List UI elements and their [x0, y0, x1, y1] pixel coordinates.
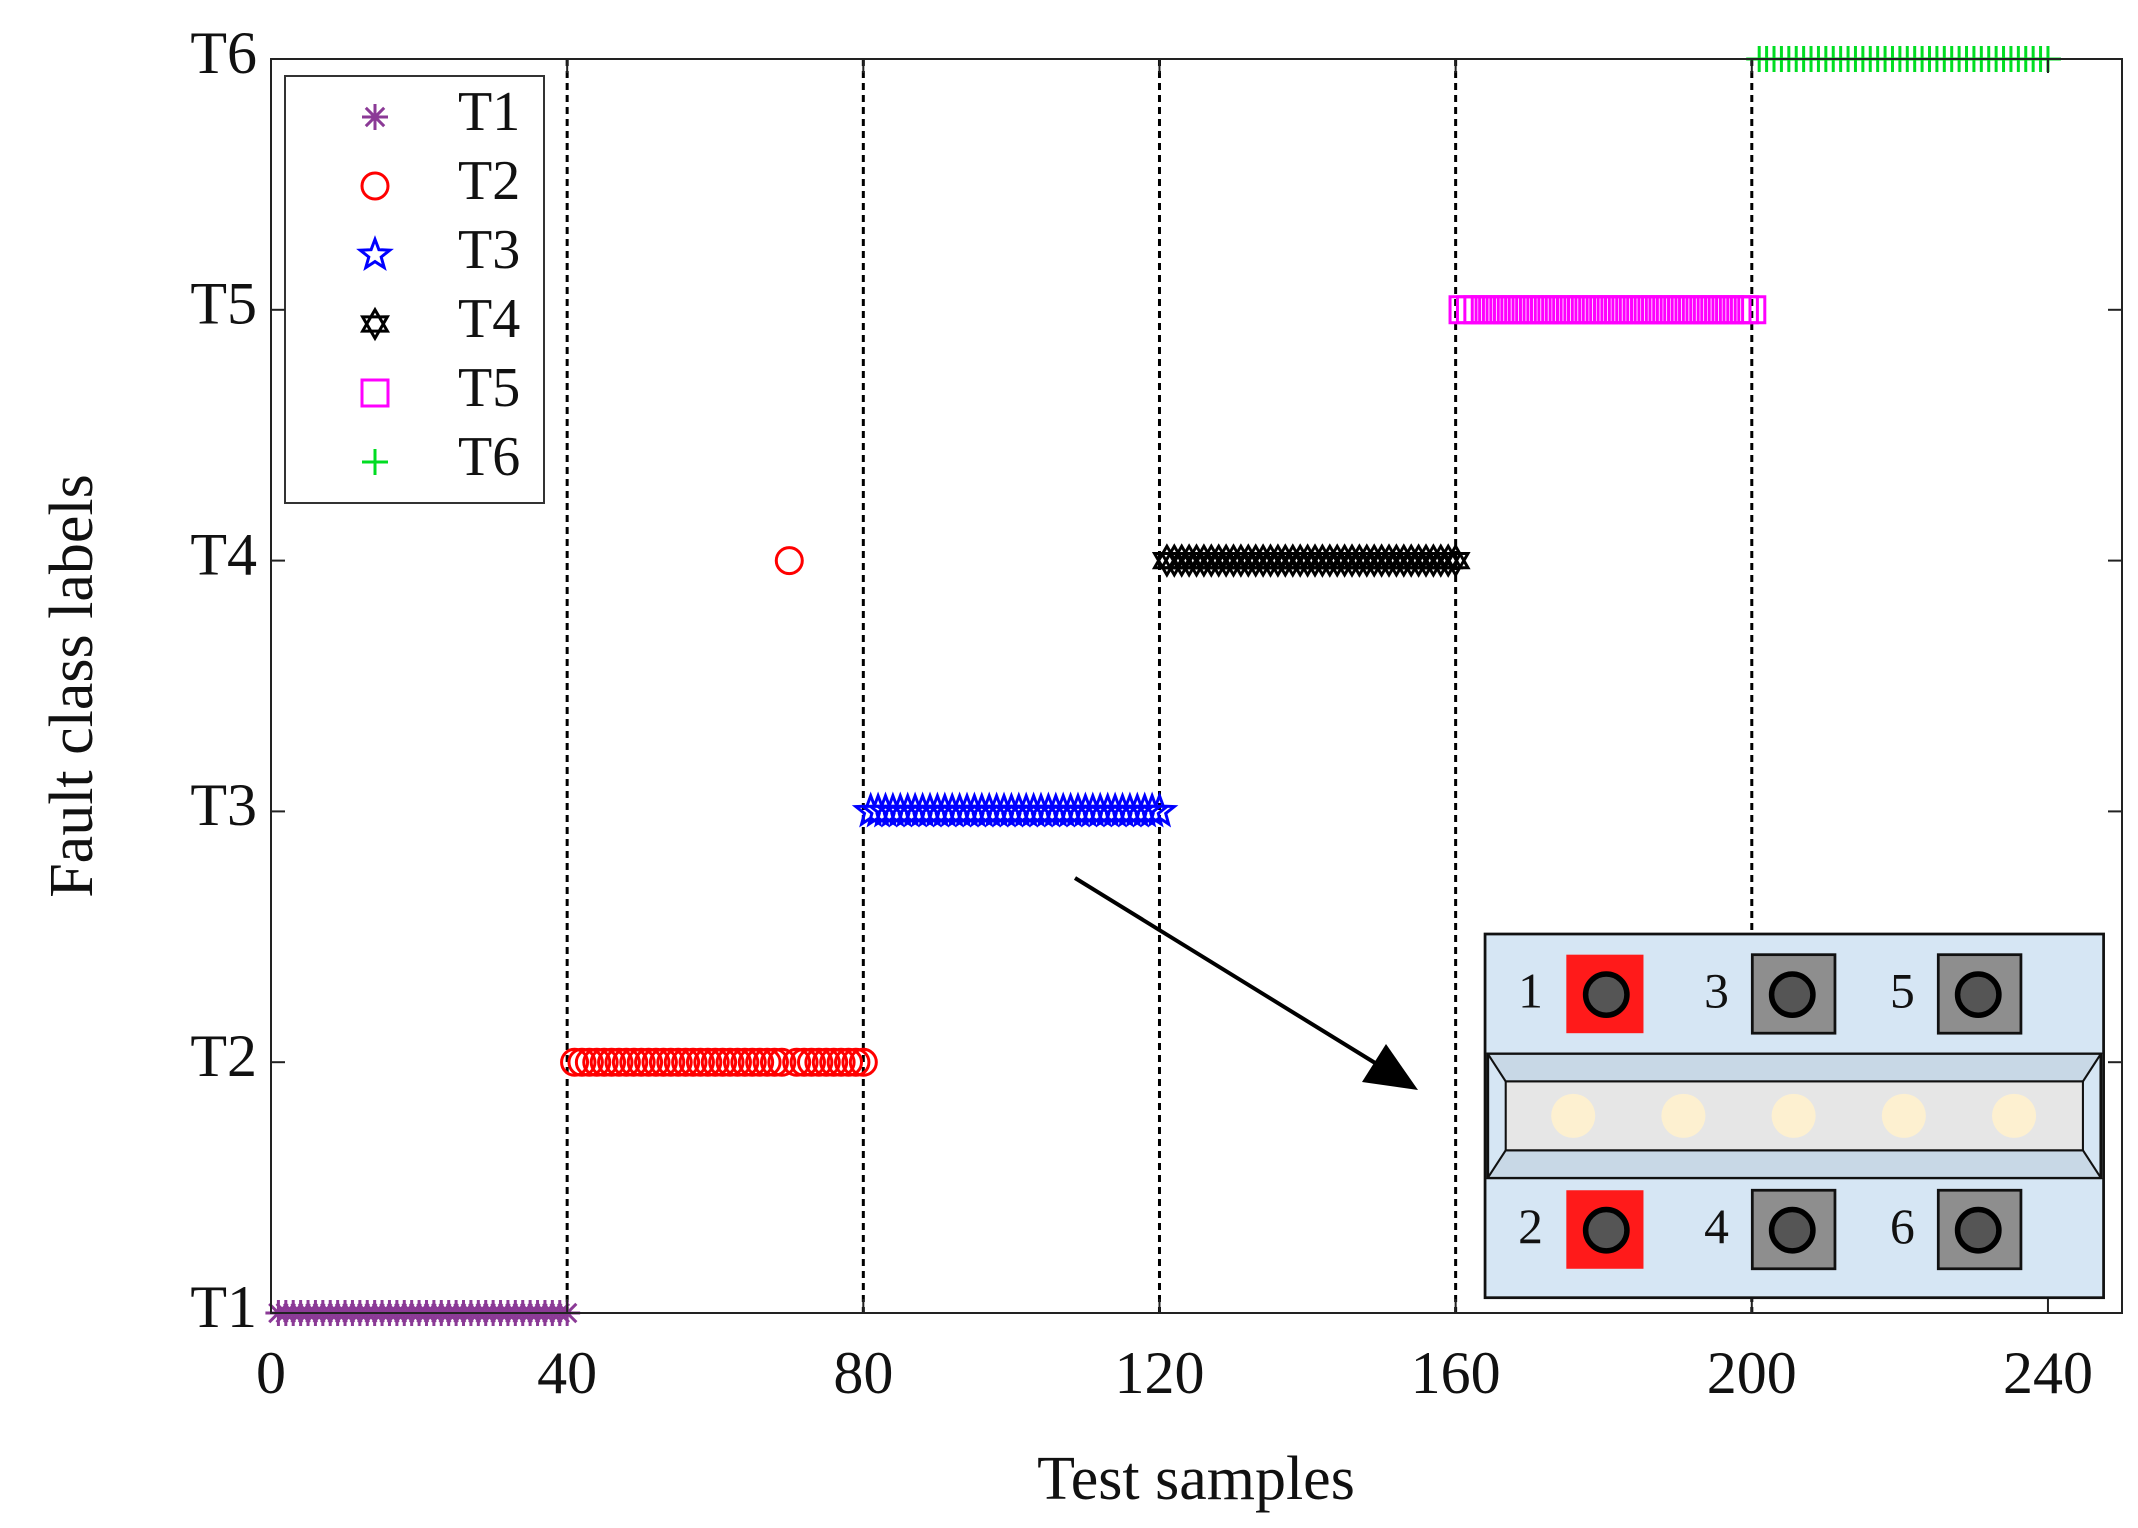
- point: [678, 1047, 708, 1077]
- legend: T1 T2 T3 T4 T5 T6: [284, 75, 545, 504]
- inset-bolt: [1768, 1206, 1816, 1254]
- point: [819, 1047, 849, 1077]
- legend-box: [284, 75, 545, 504]
- x-tick-label: 200: [1707, 1340, 1797, 1406]
- arrow-shaft: [1073, 876, 1382, 1068]
- point: [634, 1047, 664, 1077]
- point: [722, 1047, 752, 1077]
- point: [745, 1047, 775, 1077]
- inset-bolt: [1582, 1206, 1630, 1254]
- inset-bevel: [1485, 1149, 2103, 1179]
- point: [782, 1047, 812, 1077]
- legend-marker: [362, 104, 388, 130]
- inset-label: 4: [1704, 1199, 1729, 1254]
- point: [774, 546, 804, 576]
- point: [789, 1047, 819, 1077]
- point: [574, 1047, 604, 1077]
- inset-label: 3: [1704, 963, 1729, 1018]
- point: [626, 1047, 656, 1077]
- inset-dot: [1881, 1093, 1926, 1138]
- inset-label: 5: [1890, 963, 1915, 1018]
- inset-dot: [1771, 1093, 1816, 1138]
- point: [611, 1047, 641, 1077]
- point: [567, 1047, 597, 1077]
- point: [560, 1047, 590, 1077]
- inset-dots: [1551, 1093, 2037, 1138]
- point: [589, 1047, 619, 1077]
- point: [648, 1047, 678, 1077]
- y-tick-label: T4: [190, 521, 257, 587]
- x-tick-label: 240: [2003, 1340, 2093, 1406]
- point: [811, 1047, 841, 1077]
- point: [804, 1047, 834, 1077]
- legend-label: T5: [458, 357, 520, 419]
- inset-bolt: [1768, 971, 1816, 1019]
- plot-frame: [270, 58, 2123, 1314]
- point: [604, 1047, 634, 1077]
- inset-diagram: 1 3 5 2 4 6: [1483, 932, 2105, 1300]
- point: [685, 1047, 715, 1077]
- point: [759, 1047, 789, 1077]
- legend-marker: [360, 378, 390, 408]
- point: [848, 1047, 878, 1077]
- point: [1737, 295, 1767, 325]
- y-tick-label: T6: [190, 20, 257, 86]
- arrow: [1073, 876, 1418, 1090]
- point: [619, 1047, 649, 1077]
- point: [641, 1047, 671, 1077]
- inset-label: 6: [1890, 1199, 1915, 1254]
- y-axis-label: Fault class labels: [38, 474, 106, 898]
- point: [767, 1047, 797, 1077]
- y-tick-label: T3: [190, 772, 257, 838]
- legend-marker: [360, 171, 390, 201]
- legend-label: T2: [458, 150, 520, 212]
- point: [597, 1047, 627, 1077]
- legend-label: T4: [458, 288, 520, 350]
- inset-bolt: [1954, 1206, 2002, 1254]
- inset-bevel: [1485, 1052, 2103, 1083]
- inset-dot: [1992, 1093, 2037, 1138]
- point: [671, 1047, 701, 1077]
- legend-marker: [356, 235, 394, 272]
- x-tick-label: 0: [256, 1340, 286, 1406]
- point: [700, 1047, 730, 1077]
- legend-marker: [359, 306, 391, 342]
- legend-label: T6: [458, 426, 520, 488]
- x-axis-label: Test samples: [1037, 1445, 1355, 1513]
- inset-bolt: [1582, 971, 1630, 1019]
- inset-bolt: [1954, 971, 2002, 1019]
- point: [826, 1047, 856, 1077]
- point: [752, 1047, 782, 1077]
- point: [1140, 791, 1179, 828]
- point: [1440, 543, 1471, 578]
- legend-marker: [362, 449, 388, 475]
- point: [834, 1047, 864, 1077]
- legend-label: T1: [458, 81, 520, 143]
- y-tick-label: T1: [190, 1274, 257, 1340]
- point: [715, 1047, 745, 1077]
- point: [796, 1047, 826, 1077]
- x-tick-label: 80: [833, 1340, 893, 1406]
- point: [841, 1047, 871, 1077]
- point: [737, 1047, 767, 1077]
- x-tick-label: 160: [1411, 1340, 1501, 1406]
- inset-boxes: 1 3 5 2 4 6: [1518, 953, 2023, 1271]
- legend-label: T3: [458, 219, 520, 281]
- point: [656, 1047, 686, 1077]
- point: [730, 1047, 760, 1077]
- inset-label: 1: [1518, 963, 1543, 1018]
- y-tick-label: T2: [190, 1023, 257, 1089]
- x-tick-label: 120: [1114, 1340, 1204, 1406]
- arrow-head: [1362, 1044, 1418, 1090]
- point: [693, 1047, 723, 1077]
- point: [582, 1047, 612, 1077]
- x-tick-label: 40: [537, 1340, 597, 1406]
- inset-label: 2: [1518, 1199, 1543, 1254]
- y-tick-label: T5: [190, 271, 257, 337]
- point: [663, 1047, 693, 1077]
- point: [708, 1047, 738, 1077]
- inset-dot: [1551, 1093, 1596, 1138]
- inset-dot: [1661, 1093, 1706, 1138]
